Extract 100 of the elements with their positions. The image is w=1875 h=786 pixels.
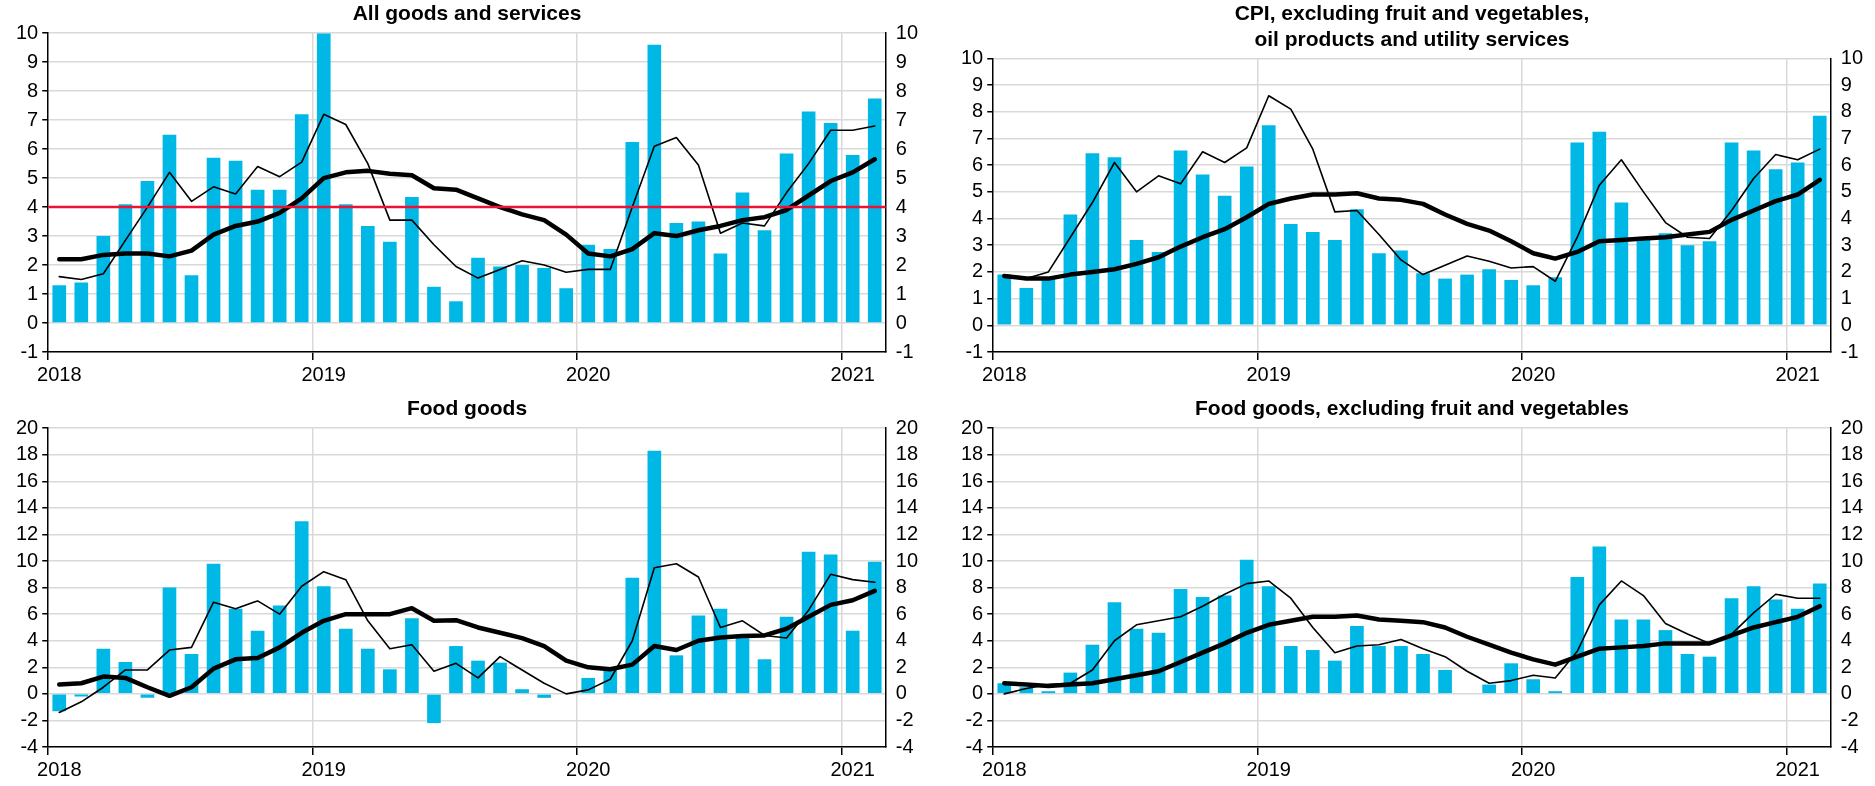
y2-tick-label: -2 xyxy=(1840,707,1859,730)
y2-tick-label: -4 xyxy=(1840,734,1859,757)
y-tick-label: 2 xyxy=(972,654,984,677)
y2-tick-label: 2 xyxy=(895,252,907,275)
bar xyxy=(1790,608,1805,694)
y2-tick-label: 18 xyxy=(895,442,918,465)
bar xyxy=(1305,231,1320,325)
bar xyxy=(845,630,860,694)
y-tick-label: 3 xyxy=(972,232,984,255)
chart-title: Food goods xyxy=(406,396,528,420)
x-tick-label: 2020 xyxy=(565,362,611,385)
y2-tick-label: 20 xyxy=(1840,415,1863,438)
x-tick-label: 2021 xyxy=(830,362,875,385)
bar xyxy=(1239,559,1254,694)
bar xyxy=(360,225,375,323)
y2-tick-label: 10 xyxy=(1840,548,1863,571)
bar xyxy=(52,285,67,323)
y2-tick-label: 4 xyxy=(895,194,907,217)
bar xyxy=(647,44,662,323)
bar xyxy=(669,223,684,323)
bar xyxy=(1195,174,1210,325)
y2-tick-label: 20 xyxy=(895,415,918,438)
y-tick-label: 9 xyxy=(972,72,984,95)
y-tick-label: 18 xyxy=(961,442,984,465)
bar xyxy=(581,244,596,323)
y2-tick-label: 0 xyxy=(895,681,907,704)
bar xyxy=(1372,253,1386,325)
x-tick-label: 2019 xyxy=(301,362,346,385)
x-tick-label: 2019 xyxy=(1246,362,1291,385)
bar xyxy=(757,230,772,323)
bar xyxy=(779,153,794,323)
y2-tick-label: 9 xyxy=(1840,72,1852,95)
bar xyxy=(228,608,243,694)
bar xyxy=(1239,166,1254,325)
y2-tick-label: -1 xyxy=(895,339,914,362)
y2-tick-label: 14 xyxy=(1840,495,1863,518)
y-tick-label: 8 xyxy=(27,78,39,101)
bar xyxy=(867,98,882,323)
bar xyxy=(272,189,287,323)
y2-tick-label: 9 xyxy=(895,49,907,72)
bar xyxy=(823,554,838,694)
bar xyxy=(1614,619,1629,694)
y-tick-label: 16 xyxy=(961,468,984,491)
bar xyxy=(1526,679,1541,694)
bar xyxy=(1173,150,1188,325)
bar xyxy=(1768,599,1783,694)
bar xyxy=(1702,656,1717,694)
y-tick-label: 0 xyxy=(972,312,984,335)
y-tick-label: -2 xyxy=(20,707,39,730)
y-tick-label: 2 xyxy=(27,252,39,275)
chart-title: CPI, excluding fruit and vegetables, oil products and utility services xyxy=(1234,1,1590,50)
bar xyxy=(647,450,662,694)
x-tick-label: 2018 xyxy=(37,362,82,385)
y-tick-label: 0 xyxy=(27,681,39,704)
y2-tick-label: 6 xyxy=(895,136,907,159)
y-tick-label: 6 xyxy=(972,152,984,175)
bar xyxy=(603,249,618,323)
bar xyxy=(338,628,353,694)
bar xyxy=(867,561,882,694)
x-tick-label: 2018 xyxy=(982,757,1027,780)
bar xyxy=(493,266,507,323)
y2-tick-label: 0 xyxy=(895,310,907,333)
bar xyxy=(1350,626,1364,694)
bar xyxy=(713,253,728,323)
bar xyxy=(294,521,309,694)
x-tick-label: 2021 xyxy=(1775,362,1820,385)
y-tick-label: 6 xyxy=(27,601,39,624)
y-tick-label: 20 xyxy=(16,415,39,438)
bar xyxy=(1746,150,1761,325)
bar xyxy=(515,265,529,323)
y-tick-label: 4 xyxy=(972,628,984,651)
y2-tick-label: 5 xyxy=(895,165,907,188)
bar xyxy=(801,111,816,323)
y-tick-label: 4 xyxy=(27,628,39,651)
y2-tick-label: 14 xyxy=(895,495,918,518)
y2-tick-label: 8 xyxy=(1840,99,1852,122)
bar xyxy=(801,551,816,694)
bar xyxy=(383,241,397,323)
bar xyxy=(405,618,419,694)
bar xyxy=(1724,598,1739,694)
bar xyxy=(1680,245,1695,325)
bar xyxy=(1107,157,1122,325)
y2-tick-label: 4 xyxy=(1840,206,1852,229)
bar xyxy=(1350,209,1364,325)
y2-tick-label: 4 xyxy=(1840,628,1852,651)
bar xyxy=(669,655,684,694)
y2-tick-label: 8 xyxy=(1840,575,1852,598)
y2-tick-label: 2 xyxy=(1840,654,1852,677)
x-tick-label: 2018 xyxy=(37,757,82,780)
bar xyxy=(1394,646,1408,694)
bar xyxy=(1592,546,1607,694)
y-tick-label: 0 xyxy=(27,310,39,333)
y2-tick-label: 5 xyxy=(1840,179,1852,202)
y-tick-label: 9 xyxy=(27,49,39,72)
y2-tick-label: 18 xyxy=(1840,442,1863,465)
y-tick-label: 8 xyxy=(972,99,984,122)
y2-tick-label: 12 xyxy=(895,521,918,544)
bar xyxy=(471,257,485,323)
bar xyxy=(1504,663,1519,694)
y-tick-label: 6 xyxy=(27,136,39,159)
